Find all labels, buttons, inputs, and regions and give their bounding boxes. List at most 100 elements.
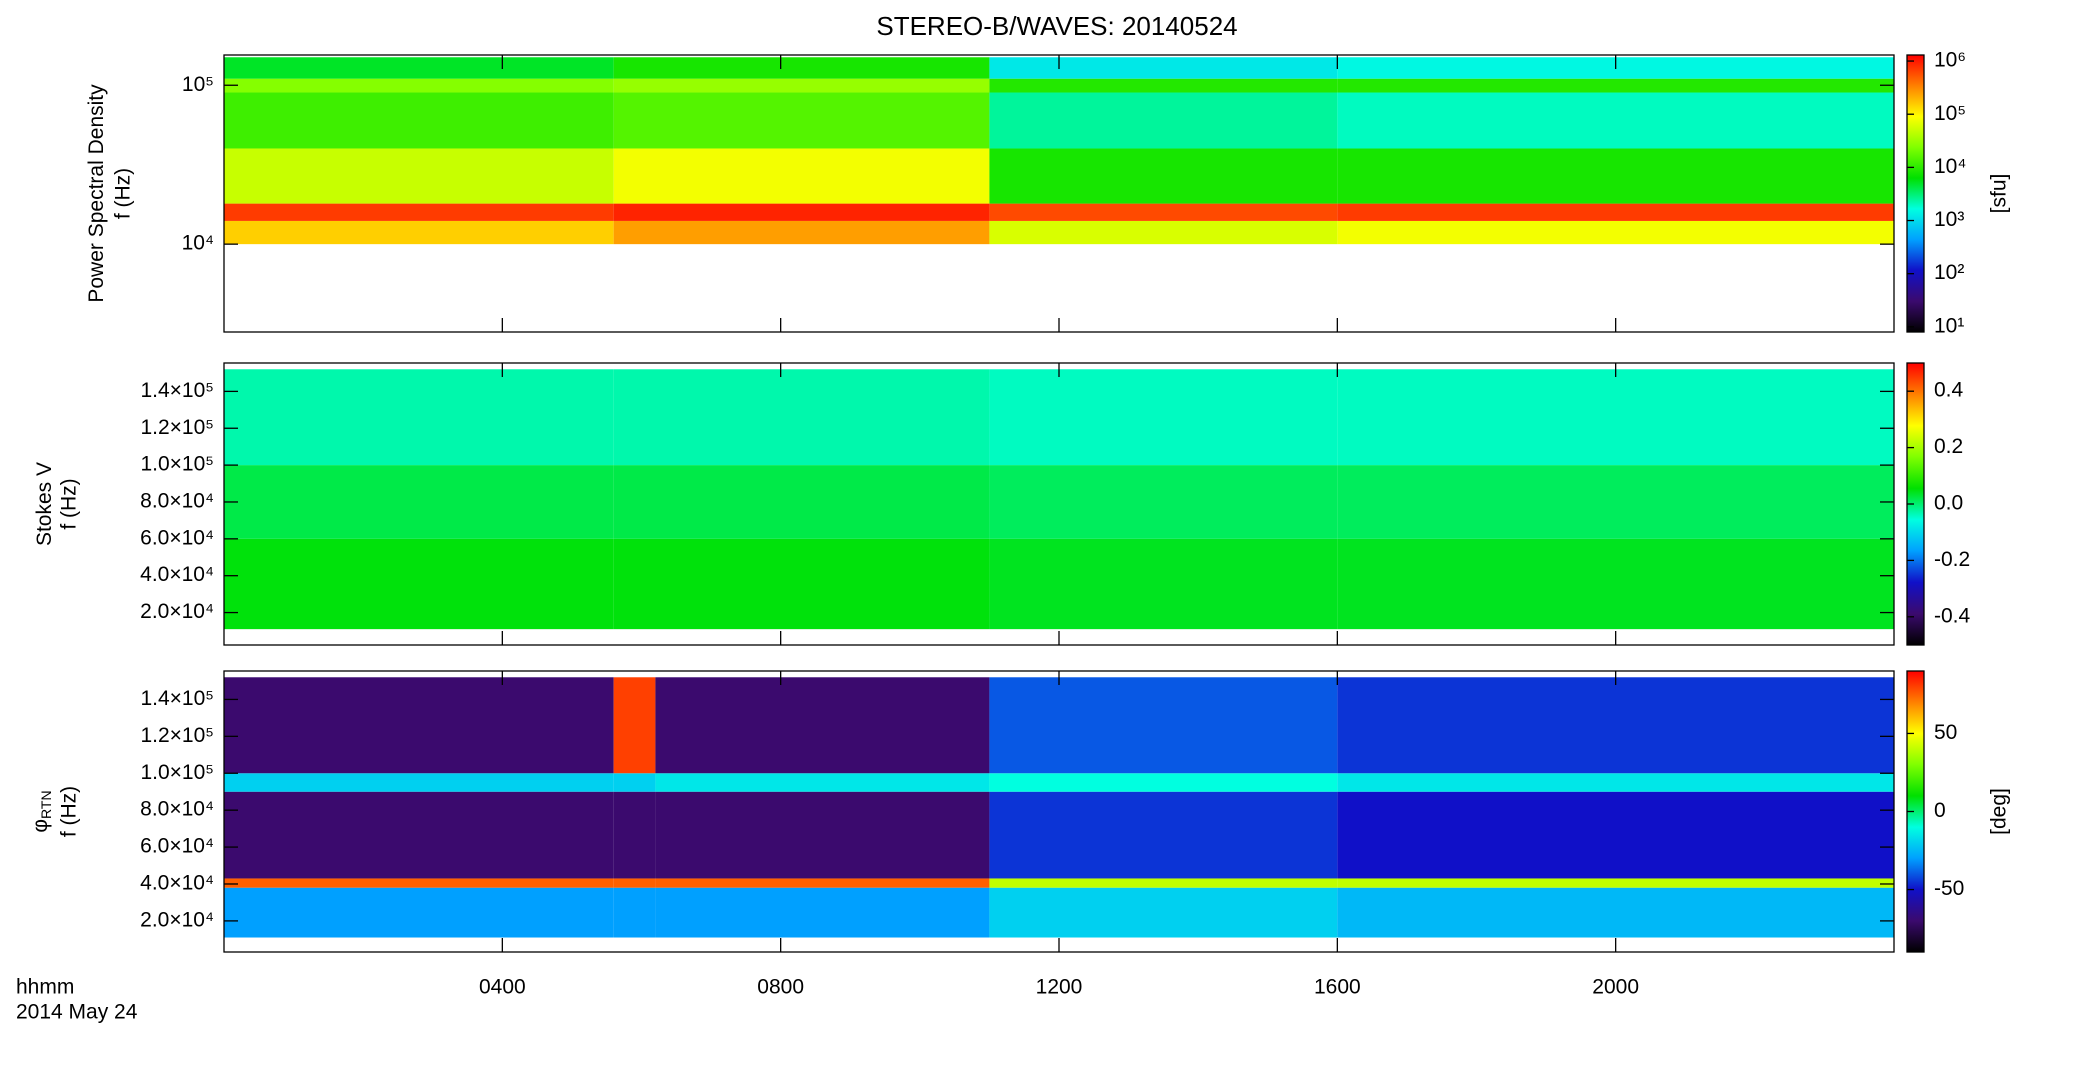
heatmap-cell [224, 791, 614, 879]
heatmap-cell [1337, 148, 1894, 204]
x-tick-label: 2000 [1592, 976, 1639, 999]
y-tick-label: 1.0×10⁵ [140, 453, 214, 476]
heatmap-cell [224, 677, 614, 774]
heatmap-cell [613, 148, 990, 204]
heatmap-cell [613, 887, 656, 938]
heatmap-cell [613, 773, 656, 792]
heatmap-cell [613, 677, 656, 774]
y-tick-label: 2.0×10⁴ [140, 908, 214, 931]
date-label: 2014 May 24 [16, 1001, 138, 1024]
y-tick-label: 6.0×10⁴ [140, 526, 214, 549]
heatmap-cell [1337, 878, 1894, 888]
y-tick-label: 1.4×10⁵ [140, 379, 214, 402]
colorbar-tick-label: 0.4 [1934, 379, 1964, 402]
heatmap-cell [655, 887, 990, 938]
heatmap-cell [655, 791, 990, 879]
y-axis-label-text: φ [29, 819, 52, 833]
heatmap-cell [613, 203, 990, 221]
heatmap-cell [613, 465, 990, 539]
colorbar-tick-label: 10⁴ [1934, 155, 1966, 178]
heatmap-cell [1337, 677, 1894, 774]
heatmap-cell [1337, 465, 1894, 539]
heatmap-cell [1337, 538, 1894, 630]
heatmap-cell [224, 203, 614, 221]
heatmap-cell [989, 203, 1338, 221]
colorbar-tick-label: -50 [1934, 877, 1964, 900]
y-tick-label: 1.0×10⁵ [140, 761, 214, 784]
heatmap-cell [989, 369, 1338, 466]
heatmap-cell [224, 92, 614, 149]
heatmap-cell [1337, 220, 1894, 245]
heatmap-cell [989, 78, 1338, 93]
heatmap-cell [989, 465, 1338, 539]
colorbar-tick-label: 0 [1934, 799, 1946, 822]
heatmap-cell [989, 148, 1338, 204]
y-tick-label: 8.0×10⁴ [140, 798, 214, 821]
y-tick-label: 10⁴ [182, 232, 214, 255]
heatmap-cell [1337, 78, 1894, 93]
colorbar-label: [deg] [1988, 788, 2011, 835]
y-axis-unit-label: f (Hz) [112, 168, 135, 219]
y-tick-label: 2.0×10⁴ [140, 600, 214, 623]
heatmap-cell [989, 878, 1338, 888]
x-tick-label: 0800 [757, 976, 804, 999]
heatmap-cell [224, 538, 614, 630]
x-tick-label: 0400 [479, 976, 526, 999]
colorbar-tick-label: -0.4 [1934, 604, 1971, 627]
heatmap-cell [1337, 887, 1894, 938]
colorbar-label: [sfu] [1988, 174, 2011, 214]
heatmap-cell [989, 887, 1338, 938]
y-tick-label: 6.0×10⁴ [140, 835, 214, 858]
heatmap-cell [1337, 791, 1894, 879]
y-tick-label: 1.2×10⁵ [140, 724, 214, 747]
chart-title: STEREO-B/WAVES: 20140524 [876, 11, 1237, 41]
heatmap-cell [224, 369, 614, 466]
heatmap-cell [1337, 92, 1894, 149]
x-axis-label: hhmm [16, 976, 74, 999]
heatmap-cell [224, 465, 614, 539]
heatmap-cell [989, 220, 1338, 245]
colorbar-tick-label: 10² [1934, 261, 1964, 284]
colorbar-tick-label: 10³ [1934, 208, 1964, 231]
y-tick-label: 1.2×10⁵ [140, 416, 214, 439]
colorbar-tick-label: 0.2 [1934, 435, 1963, 458]
colorbar-tick-label: 10⁵ [1934, 102, 1966, 125]
y-tick-label: 1.4×10⁵ [140, 687, 214, 710]
heatmap-cell [224, 220, 614, 245]
heatmap-cell [1337, 369, 1894, 466]
heatmap-cell [655, 677, 990, 774]
colorbar-tick-label: 10¹ [1934, 314, 1964, 337]
y-tick-label: 4.0×10⁴ [140, 563, 214, 586]
heatmap-cell [613, 538, 990, 630]
heatmap-cell [989, 92, 1338, 149]
y-tick-label: 4.0×10⁴ [140, 872, 214, 895]
heatmap-cell [613, 878, 656, 888]
y-axis-label-text: Power Spectral Density [85, 84, 108, 303]
heatmap-cell [655, 773, 990, 792]
y-axis-unit-label: f (Hz) [58, 478, 81, 529]
colorbar-tick-label: -0.2 [1934, 548, 1970, 571]
heatmap-cell [224, 57, 614, 79]
heatmap-cell [989, 57, 1338, 79]
heatmap-cell [613, 220, 990, 245]
y-tick-label: 10⁵ [182, 73, 214, 96]
y-axis-label-text: Stokes V [33, 462, 56, 546]
colorbar-tick-label: 50 [1934, 721, 1957, 744]
x-tick-label: 1600 [1314, 976, 1361, 999]
heatmap-cell [224, 773, 614, 792]
heatmap-cell [613, 78, 990, 93]
heatmap-cell [224, 887, 614, 938]
heatmap-cell [613, 791, 656, 879]
y-axis-label-sub: RTN [38, 790, 54, 819]
heatmap-cell [989, 773, 1338, 792]
heatmap-cell [655, 878, 990, 888]
heatmap-cell [613, 92, 990, 149]
heatmap-cell [1337, 203, 1894, 221]
y-tick-label: 8.0×10⁴ [140, 490, 214, 513]
y-axis-label: Power Spectral Density [85, 84, 108, 303]
heatmap-cell [989, 538, 1338, 630]
heatmap-cell [224, 78, 614, 93]
colorbar-tick-label: 10⁶ [1934, 49, 1966, 72]
